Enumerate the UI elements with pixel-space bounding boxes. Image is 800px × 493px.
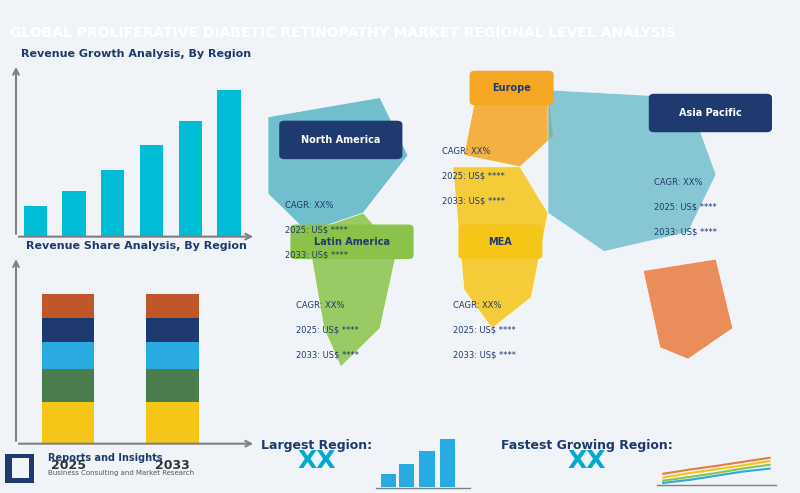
Bar [178,121,202,237]
Text: Business Consulting and Market Research: Business Consulting and Market Research [48,470,194,476]
Bar [5,454,34,483]
Polygon shape [307,213,397,367]
Text: 2033: US$ ****: 2033: US$ **** [296,351,359,360]
Text: Reports and Insights: Reports and Insights [48,454,162,463]
Text: Latin America: Latin America [314,237,390,247]
Polygon shape [643,259,733,359]
Text: 2033: 2033 [155,458,190,472]
Text: MEA: MEA [489,237,512,247]
Bar [62,191,86,237]
Text: Europe: Europe [492,83,531,93]
Text: CAGR: XX%: CAGR: XX% [296,301,345,310]
Text: 2033: US$ ****: 2033: US$ **** [654,228,718,237]
Text: GLOBAL PROLIFERATIVE DIABETIC RETINOPATHY MARKET REGIONAL LEVEL ANALYSIS: GLOBAL PROLIFERATIVE DIABETIC RETINOPATH… [10,26,675,39]
FancyBboxPatch shape [649,94,772,132]
FancyBboxPatch shape [470,70,554,106]
Bar [146,294,198,318]
Bar [419,452,434,487]
Bar [42,294,94,318]
Polygon shape [464,90,554,167]
Text: Asia Pacific: Asia Pacific [679,108,742,118]
Title: Revenue Growth Analysis, By Region: Revenue Growth Analysis, By Region [21,49,251,59]
FancyBboxPatch shape [279,121,402,159]
Bar [146,342,198,369]
Text: Largest Region:: Largest Region: [262,439,372,452]
Bar [140,145,163,237]
Bar [42,402,94,444]
Polygon shape [453,167,548,328]
Text: CAGR: XX%: CAGR: XX% [285,201,334,210]
Text: 2033: US$ ****: 2033: US$ **** [442,197,505,206]
Bar [398,464,414,487]
Text: XX: XX [568,449,606,473]
Text: 2025: US$ ****: 2025: US$ **** [654,203,717,211]
Bar [42,369,94,402]
Bar [381,474,396,487]
Text: CAGR: XX%: CAGR: XX% [453,301,502,310]
Bar [42,342,94,369]
Bar [146,369,198,402]
Text: 2033: US$ ****: 2033: US$ **** [285,251,348,260]
Bar [440,439,455,487]
Text: 2025: 2025 [50,458,86,472]
Text: XX: XX [298,449,336,473]
Bar [24,206,47,237]
FancyBboxPatch shape [458,224,542,259]
Text: CAGR: XX%: CAGR: XX% [654,177,703,187]
Bar [101,170,124,237]
Text: North America: North America [301,135,381,145]
Text: 2025: US$ ****: 2025: US$ **** [285,226,347,235]
Polygon shape [548,90,716,251]
Bar [218,90,241,237]
Text: Fastest Growing Region:: Fastest Growing Region: [502,439,673,452]
FancyBboxPatch shape [290,224,414,259]
Text: CAGR: XX%: CAGR: XX% [442,147,490,156]
Bar [146,402,198,444]
Title: Revenue Share Analysis, By Region: Revenue Share Analysis, By Region [26,242,246,251]
Text: 2025: US$ ****: 2025: US$ **** [296,326,358,335]
Bar [146,318,198,342]
Bar [42,318,94,342]
Text: 2025: US$ ****: 2025: US$ **** [453,326,515,335]
Text: 2025: US$ ****: 2025: US$ **** [442,172,504,181]
Polygon shape [268,98,408,232]
Bar [12,458,29,478]
Text: 2033: US$ ****: 2033: US$ **** [453,351,516,360]
